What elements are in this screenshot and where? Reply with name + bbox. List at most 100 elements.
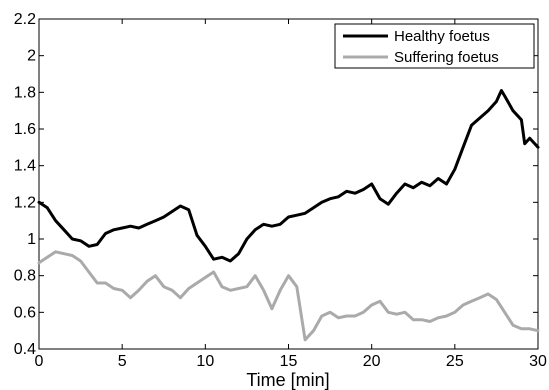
x-tick-label: 30 — [529, 353, 547, 370]
data-point — [500, 89, 503, 92]
data-point — [162, 216, 165, 218]
data-point — [96, 243, 99, 246]
y-tick-label: 0.6 — [14, 304, 36, 321]
data-point — [520, 328, 523, 330]
legend-box — [334, 23, 535, 69]
data-point — [362, 311, 365, 314]
data-point — [304, 212, 306, 215]
y-tick-label: 1.4 — [14, 158, 36, 175]
data-point — [304, 339, 306, 341]
legend-label-suffering: Suffering foetus — [394, 49, 499, 66]
data-point — [329, 311, 331, 314]
data-point — [171, 210, 173, 213]
data-point — [379, 197, 381, 200]
y-tick-label: 1.2 — [14, 194, 36, 211]
data-point — [437, 177, 440, 180]
data-point — [262, 223, 265, 226]
data-point — [254, 229, 257, 231]
x-tick-label: 5 — [118, 353, 127, 370]
data-point — [312, 329, 315, 332]
x-tick-label: 0 — [35, 353, 44, 370]
data-point — [404, 311, 406, 314]
data-point — [445, 183, 448, 185]
y-tick-label: 0.4 — [14, 341, 36, 358]
x-axis-title: Time [min] — [246, 370, 329, 390]
data-point — [420, 318, 423, 321]
data-point — [187, 287, 190, 290]
data-point — [196, 234, 198, 237]
axis-ticks: 0 5 10 15 20 25 30 0.4 0.6 0.8 1 1.2 1.4 1.6 1.8 2 2.2 — [14, 11, 547, 370]
data-point — [495, 100, 498, 103]
data-point — [79, 260, 82, 262]
data-point — [121, 227, 123, 229]
data-point — [329, 197, 331, 200]
data-point — [63, 229, 65, 231]
data-point — [154, 274, 157, 277]
data-point — [520, 119, 523, 121]
data-point — [503, 311, 506, 314]
data-point — [478, 296, 481, 299]
data-point — [437, 317, 440, 319]
data-point — [212, 271, 215, 273]
data-point — [470, 124, 473, 127]
data-point — [138, 227, 140, 229]
data-point — [296, 214, 298, 216]
data-point — [296, 285, 298, 288]
data-point — [187, 208, 190, 211]
data-point — [71, 254, 74, 257]
data-point — [121, 289, 123, 292]
data-point — [229, 289, 232, 292]
data-point — [46, 256, 49, 259]
data-point — [129, 296, 132, 299]
data-point — [354, 192, 356, 194]
data-point — [337, 196, 340, 198]
data-point — [312, 207, 315, 209]
data-point — [412, 318, 415, 321]
data-point — [354, 315, 356, 317]
data-point — [196, 282, 198, 284]
data-point — [54, 219, 57, 222]
data-point — [337, 317, 340, 319]
x-tick-label: 10 — [196, 353, 214, 370]
data-point — [454, 311, 456, 314]
data-point — [271, 307, 273, 310]
data-point — [212, 258, 215, 260]
data-point — [71, 238, 74, 240]
data-point — [470, 300, 473, 303]
data-point — [38, 201, 40, 204]
data-point — [445, 315, 448, 317]
data-point — [146, 223, 148, 226]
data-point — [38, 262, 40, 264]
x-tick-label: 25 — [446, 353, 464, 370]
data-point — [229, 260, 232, 262]
data-point — [279, 223, 281, 226]
data-point — [204, 276, 207, 279]
data-point — [113, 287, 115, 290]
data-point — [345, 315, 348, 317]
data-point — [362, 188, 365, 191]
data-point — [271, 225, 273, 227]
data-point — [379, 300, 381, 303]
data-point — [262, 289, 265, 292]
y-tick-label: 0.8 — [14, 268, 36, 285]
data-point — [478, 117, 481, 119]
data-point — [96, 282, 99, 284]
data-point — [512, 324, 514, 326]
data-point — [429, 185, 431, 187]
series-group — [37, 89, 540, 342]
data-point — [487, 109, 489, 112]
data-point — [429, 320, 431, 323]
data-point — [246, 285, 248, 288]
data-point — [387, 311, 390, 314]
data-point — [462, 146, 464, 149]
data-point — [254, 274, 257, 277]
data-point — [79, 240, 82, 242]
data-point — [412, 186, 415, 189]
data-point — [523, 142, 526, 145]
data-point — [104, 282, 107, 284]
data-point — [104, 232, 107, 235]
data-point — [179, 205, 182, 207]
data-point — [287, 274, 290, 277]
data-point — [462, 304, 464, 306]
